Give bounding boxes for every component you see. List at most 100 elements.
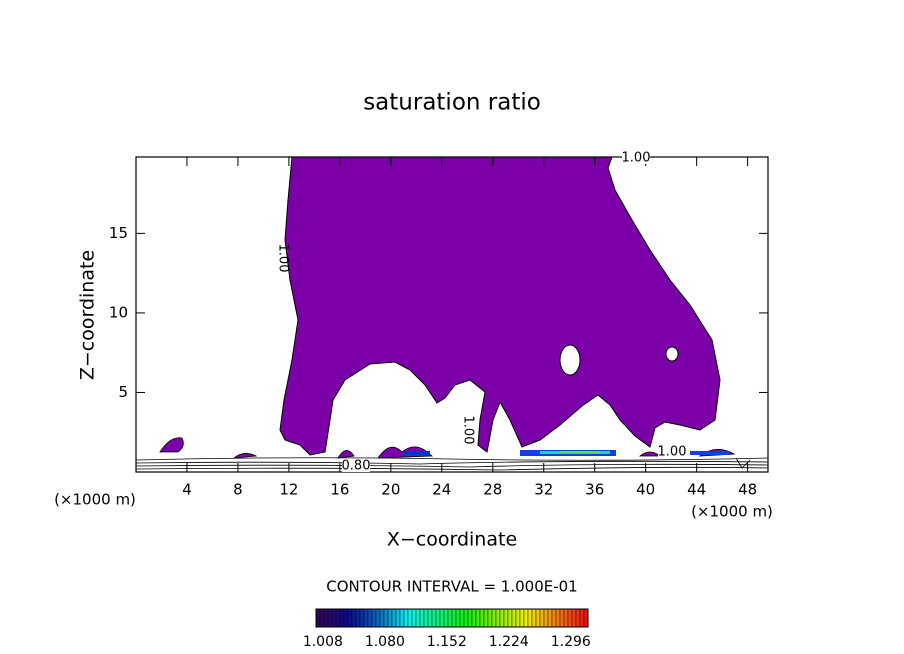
- colorbar-stripe: [559, 608, 565, 628]
- colorbar-stripe: [555, 608, 561, 628]
- contour-label: 0.80: [342, 459, 371, 474]
- x-tick-label: 20: [381, 481, 400, 499]
- plot-area: [135, 156, 769, 473]
- x-tick-label: 8: [233, 481, 243, 499]
- colorbar-stripe: [343, 608, 349, 628]
- colorbar-stripe: [571, 608, 577, 628]
- colorbar-stripe: [375, 608, 381, 628]
- colorbar-tick-label: 1.296: [551, 634, 591, 650]
- colorbar-stripe: [447, 608, 453, 628]
- colorbar-stripe: [435, 608, 441, 628]
- contour-label-bg: [342, 460, 370, 472]
- saturated-region: [279, 156, 721, 456]
- x-tick-label: 16: [330, 481, 349, 499]
- colorbar-stripe: [451, 608, 457, 628]
- x-tick-label: 48: [738, 481, 757, 499]
- x-unit-label: (×1000 m): [54, 491, 136, 509]
- x-tick-label: 44: [687, 481, 706, 499]
- x-unit-label: (×1000 m): [691, 503, 773, 521]
- colorbar-stripe: [575, 608, 581, 628]
- colorbar-frame: [315, 608, 589, 628]
- colorbar-stripe: [519, 608, 525, 628]
- x-tick-label: 36: [585, 481, 604, 499]
- colorbar-stripe: [583, 608, 589, 628]
- colorbar-stripe: [379, 608, 385, 628]
- colorbar-stripe: [427, 608, 433, 628]
- colorbar-stripe: [471, 608, 477, 628]
- colorbar-stripe: [339, 608, 345, 628]
- colorbar-stripe: [439, 608, 445, 628]
- colorbar-stripe: [547, 608, 553, 628]
- colorbar-stripe: [335, 608, 341, 628]
- colorbar-stripe: [531, 608, 537, 628]
- colorbar-stripe: [507, 608, 513, 628]
- high-patch: [560, 451, 600, 453]
- x-tick-label: 24: [432, 481, 451, 499]
- colorbar-stripe: [515, 608, 521, 628]
- colorbar-tick-label: 1.224: [489, 634, 529, 650]
- y-tick-label: 15: [109, 224, 128, 242]
- x-tick-label: 28: [483, 481, 502, 499]
- contour-lines: [135, 156, 769, 471]
- colorbar-stripe: [359, 608, 365, 628]
- colorbar-stripe: [535, 608, 541, 628]
- high-values: [404, 450, 730, 456]
- colorbar-stripe: [327, 608, 333, 628]
- colorbar-tick-label: 1.080: [365, 634, 405, 650]
- colorbar-stripe: [315, 608, 321, 628]
- x-tick-label: 32: [534, 481, 553, 499]
- x-tick-label: 4: [182, 481, 192, 499]
- colorbar-stripe: [479, 608, 485, 628]
- colorbar-stripe: [563, 608, 569, 628]
- colorbar-stripe: [443, 608, 449, 628]
- colorbar-stripe: [543, 608, 549, 628]
- colorbar-tick-label: 1.008: [303, 634, 343, 650]
- colorbar-stripe: [407, 608, 413, 628]
- chart-title: saturation ratio: [363, 90, 541, 116]
- contour-label: 1.00: [461, 416, 476, 445]
- colorbar-stripe: [463, 608, 469, 628]
- colorbar-stripe: [579, 608, 585, 628]
- colorbar-stripe: [419, 608, 425, 628]
- plot-frame: [135, 156, 769, 473]
- colorbar-stripe: [551, 608, 557, 628]
- colorbar-stripe: [487, 608, 493, 628]
- colorbar-stripe: [351, 608, 357, 628]
- contour-label: 1.00: [622, 151, 651, 166]
- colorbar-stripe: [567, 608, 573, 628]
- colorbar-stripe: [459, 608, 465, 628]
- colorbar-stripe: [331, 608, 337, 628]
- colorbar-stripe: [423, 608, 429, 628]
- colorbar-stripe: [319, 608, 325, 628]
- high-patch: [690, 451, 730, 455]
- colorbar: 1.008 1.080 1.152 1.224 1.296: [303, 608, 591, 650]
- colorbar-stripe: [395, 608, 401, 628]
- colorbar-stripe: [475, 608, 481, 628]
- colorbar-stripe: [527, 608, 533, 628]
- colorbar-stripe: [411, 608, 417, 628]
- y-axis-label: Z−coordinate: [77, 250, 99, 380]
- y-tick-label: 10: [109, 303, 128, 321]
- contour-label: 1.00: [658, 445, 687, 460]
- colorbar-stripe: [511, 608, 517, 628]
- colorbar-stripe: [467, 608, 473, 628]
- colorbar-stripe: [483, 608, 489, 628]
- colorbar-tick-label: 1.152: [427, 634, 467, 650]
- colorbar-stripe: [491, 608, 497, 628]
- colorbar-stripe: [503, 608, 509, 628]
- x-axis-label: X−coordinate: [387, 529, 517, 551]
- x-tick-label: 12: [279, 481, 298, 499]
- colorbar-stripe: [403, 608, 409, 628]
- colorbar-stripe: [347, 608, 353, 628]
- colorbar-stripe: [455, 608, 461, 628]
- colorbar-stripe: [499, 608, 505, 628]
- contour-label-bg: [658, 446, 686, 458]
- colorbar-stripe: [431, 608, 437, 628]
- colorbar-stripe: [355, 608, 361, 628]
- colorbar-stripe: [495, 608, 501, 628]
- colorbar-stripe: [371, 608, 377, 628]
- high-patch: [404, 451, 430, 455]
- colorbar-stripe: [539, 608, 545, 628]
- colorbar-stripe: [367, 608, 373, 628]
